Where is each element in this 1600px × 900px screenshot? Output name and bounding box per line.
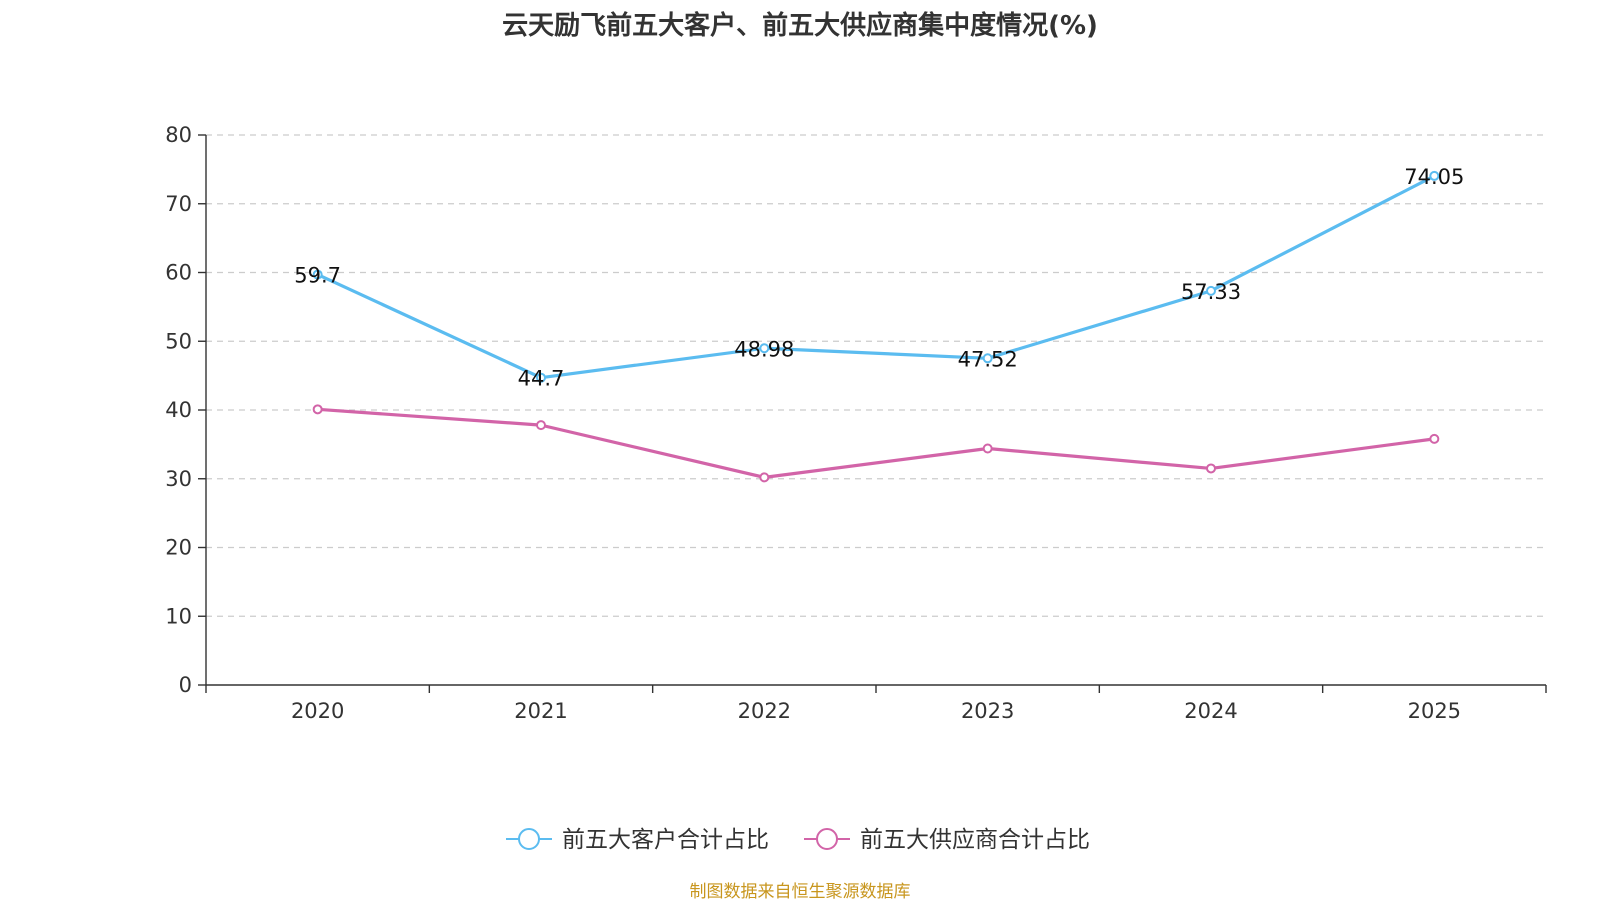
- series-2-point-2022: [759, 472, 770, 483]
- x-tick-label-2021: 2021: [514, 699, 567, 723]
- y-tick-label: 60: [165, 261, 192, 285]
- legend-label: 前五大客户合计占比: [562, 827, 769, 853]
- legend-label: 前五大供应商合计占比: [860, 827, 1090, 853]
- y-tick-label: 0: [179, 673, 192, 697]
- series-2-point-2024: [1206, 463, 1216, 474]
- data-label-2024: 57.33: [1181, 280, 1241, 304]
- x-tick-label-2025: 2025: [1408, 699, 1461, 723]
- y-tick-label: 50: [165, 329, 192, 353]
- series-1-point-2020: [312, 269, 323, 280]
- legend-item-1[interactable]: 前五大客户合计占比: [506, 827, 769, 853]
- y-tick-label: 30: [165, 467, 192, 491]
- y-tick-label: 20: [165, 536, 192, 560]
- data-label-2021: 44.7: [518, 367, 565, 391]
- series-2-point-2020: [312, 404, 323, 415]
- legend[interactable]: 前五大客户合计占比 前五大供应商合计占比: [506, 827, 1090, 853]
- data-label-2023: 47.52: [958, 347, 1018, 371]
- series-line-2: [317, 407, 1435, 479]
- series-1-point-2021: [536, 372, 546, 383]
- series-line-1: [316, 174, 1436, 380]
- series-2-point-2023: [982, 443, 993, 454]
- series-2-point-2025: [1429, 433, 1440, 444]
- data-label-2022: 48.98: [734, 337, 794, 361]
- y-tick-label: 70: [165, 192, 192, 216]
- chart-title: 云天励飞前五大客户、前五大供应商集中度情况(%): [502, 10, 1098, 41]
- series-lines: [312, 170, 1440, 483]
- series-1-point-2025: [1429, 170, 1440, 181]
- data-label-2020: 59.7: [294, 264, 341, 288]
- data-labels: 59.7 44.7 48.98 47.52 57.33 74.05: [294, 165, 1464, 391]
- x-tick-label-2023: 2023: [961, 699, 1014, 723]
- series-1-point-2022: [759, 343, 770, 354]
- y-tick-label: 40: [165, 398, 192, 422]
- y-tick-label: 10: [165, 604, 192, 628]
- grid-lines: [206, 134, 1546, 617]
- x-tick-label-2020: 2020: [291, 699, 344, 723]
- x-tick-label-2024: 2024: [1184, 699, 1237, 723]
- series-1-point-2024: [1206, 285, 1216, 296]
- legend-marker: [816, 828, 838, 850]
- legend-marker: [518, 828, 540, 850]
- series-1-point-2023: [982, 353, 993, 364]
- series-2-point-2021: [536, 420, 546, 431]
- axes: 0 10 20 30 40 50 60 70 80 2020 2021 2022 2023 2024 202…: [165, 123, 1547, 723]
- legend-item-2[interactable]: 前五大供应商合计占比: [804, 827, 1090, 853]
- x-tick-label-2022: 2022: [738, 699, 791, 723]
- source-note: 制图数据来自恒生聚源数据库: [690, 882, 911, 900]
- data-label-2025: 74.05: [1404, 165, 1464, 189]
- y-tick-label: 80: [165, 123, 192, 147]
